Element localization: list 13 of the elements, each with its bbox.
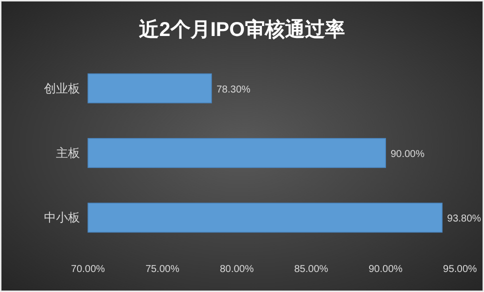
- y-tick-label: 主板: [56, 146, 80, 160]
- x-tick-label: 80.00%: [220, 264, 254, 275]
- data-label: 93.80%: [447, 214, 482, 225]
- data-label: 78.30%: [216, 84, 251, 96]
- x-tick-label: 85.00%: [294, 264, 328, 275]
- chart-title: 近2个月IPO审核通过率: [138, 18, 345, 41]
- x-tick-label: 95.00%: [443, 264, 478, 275]
- y-tick-label: 中小板: [44, 210, 80, 225]
- data-label: 90.00%: [390, 149, 425, 160]
- x-tick-label: 70.00%: [71, 264, 106, 275]
- y-tick-label: 创业板: [44, 81, 80, 96]
- x-tick-label: 90.00%: [368, 264, 403, 275]
- x-tick-label: 75.00%: [145, 264, 180, 275]
